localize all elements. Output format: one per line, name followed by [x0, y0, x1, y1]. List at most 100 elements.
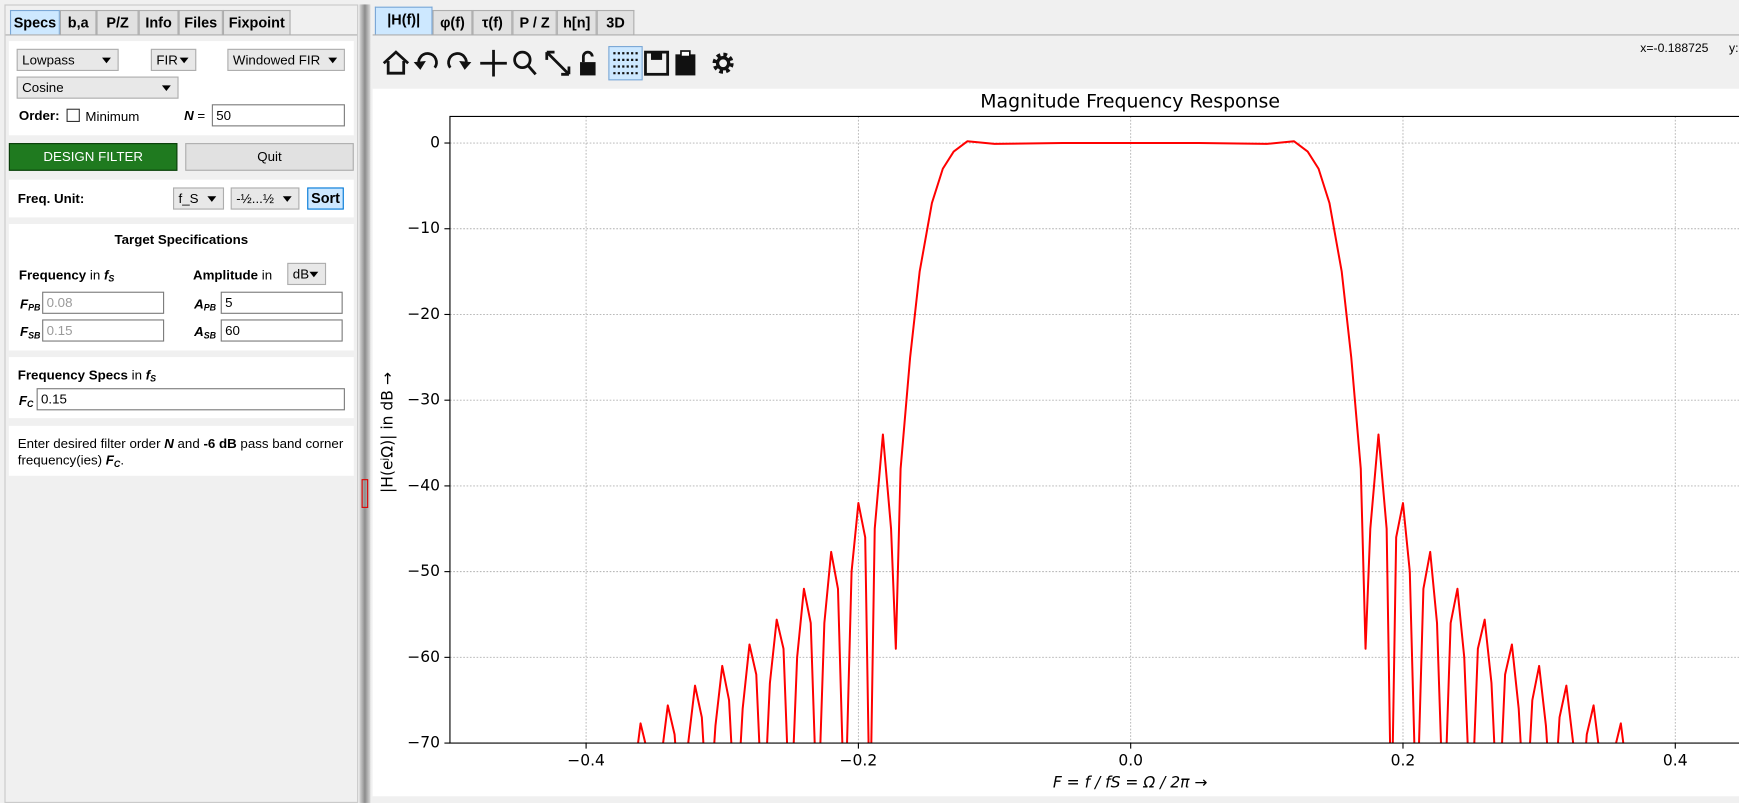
combo[interactable]: Lowpass	[16, 48, 119, 71]
tab[interactable]: b,a	[59, 9, 97, 36]
label: ASB	[194, 324, 216, 341]
tab[interactable]: |H(f)|	[374, 6, 433, 36]
lock-icon[interactable]	[580, 62, 596, 76]
y-tick-label: −10	[407, 219, 440, 237]
text: in	[131, 367, 143, 383]
pan-icon[interactable]	[480, 49, 507, 77]
label: FSB	[20, 324, 40, 341]
y-tick-label: −20	[407, 305, 440, 323]
label: =	[197, 107, 206, 124]
text-field[interactable]: 0.08	[42, 291, 165, 314]
tab-line	[372, 34, 1739, 36]
text: SB	[203, 330, 217, 341]
text-field[interactable]: 50	[211, 104, 345, 127]
y-tick-label: 0	[430, 134, 440, 152]
info-section	[8, 425, 354, 476]
combo[interactable]: -½...½	[230, 187, 300, 210]
text: F	[105, 452, 114, 469]
forward-icon[interactable]	[447, 52, 468, 69]
back-icon[interactable]	[417, 52, 438, 69]
text: f	[145, 367, 151, 383]
toolbar	[382, 46, 734, 81]
combo[interactable]: dB	[287, 262, 327, 286]
x-axis-label: F = f / fS = Ω / 2π →	[1053, 773, 1208, 791]
text: A	[194, 296, 204, 312]
text: PB	[28, 302, 41, 313]
chart-title: Magnitude Frequency Response	[980, 92, 1280, 113]
button[interactable]: Quit	[185, 143, 354, 171]
cursor-y: y:	[1729, 42, 1739, 56]
checkbox[interactable]	[66, 108, 80, 122]
label: Minimum	[85, 108, 140, 125]
tab[interactable]: P / Z	[512, 9, 557, 36]
text: Enter desired filter order	[17, 435, 165, 452]
x-tick-label: −0.4	[567, 751, 605, 769]
text-field[interactable]: 0.15	[36, 388, 345, 411]
tab[interactable]: Specs	[9, 9, 60, 36]
x-tick-label: 0.4	[1663, 751, 1688, 769]
text: F	[19, 323, 29, 340]
x-tick-label: 0.2	[1391, 751, 1416, 769]
label: Freq. Unit:	[17, 190, 85, 207]
zoom-icon[interactable]	[513, 50, 532, 70]
tab[interactable]: τ(f)	[472, 9, 513, 36]
tab[interactable]: 3D	[596, 9, 635, 36]
plot-frame	[449, 115, 1739, 744]
text: S	[150, 373, 157, 384]
tab[interactable]: Fixpoint	[222, 9, 291, 36]
combo[interactable]: f_S	[173, 187, 225, 210]
y-tick-label: −30	[407, 391, 440, 409]
text-field[interactable]: 60	[220, 319, 343, 342]
button[interactable]: Sort	[307, 187, 344, 210]
combo[interactable]: FIR	[150, 48, 197, 71]
combo[interactable]: Windowed FIR	[227, 48, 345, 71]
tab-line	[5, 34, 358, 36]
label: FC	[19, 393, 34, 410]
text-field[interactable]: 5	[220, 291, 343, 314]
save-icon[interactable]	[644, 50, 670, 76]
y-axis-label: |H(eʲΩ)| in dB →	[379, 372, 397, 493]
home-icon[interactable]	[382, 50, 410, 75]
settings-icon[interactable]	[712, 52, 734, 74]
heading: Frequency Specs in fS	[18, 367, 156, 384]
text: pass band corner frequency(ies)	[17, 435, 344, 469]
fullscreen-icon[interactable]	[545, 50, 571, 76]
label: FPB	[20, 296, 40, 313]
text: and	[173, 435, 204, 452]
text-field[interactable]: 0.15	[42, 319, 165, 342]
cursor-x: x=-0.188725	[1640, 42, 1709, 56]
tab[interactable]: Info	[138, 9, 179, 36]
text: Frequency Specs	[17, 367, 128, 383]
button[interactable]: DESIGN FILTER	[8, 143, 178, 171]
text: Frequency	[18, 267, 87, 283]
text: S	[108, 273, 115, 284]
combo[interactable]: Cosine	[16, 76, 179, 99]
text: Amplitude	[192, 267, 259, 283]
label: N	[184, 107, 194, 124]
text: F	[18, 392, 27, 409]
y-tick-label: −70	[407, 734, 440, 752]
text: .	[120, 452, 125, 469]
text: A	[194, 323, 204, 340]
y-tick-label: −50	[407, 562, 440, 580]
tab[interactable]: P/Z	[96, 9, 139, 36]
clipboard-icon[interactable]	[675, 54, 696, 76]
tab[interactable]: Files	[178, 9, 223, 36]
text: N	[164, 435, 174, 452]
plot-canvas	[372, 88, 1739, 797]
text: in	[89, 267, 101, 283]
splitter-handle[interactable]	[361, 479, 369, 508]
tab[interactable]: h[n]	[556, 9, 597, 36]
x-tick-label: 0.0	[1118, 751, 1143, 769]
text: SB	[28, 330, 41, 341]
text: C	[26, 399, 34, 410]
splitter[interactable]	[359, 4, 371, 803]
heading: Amplitude in	[193, 267, 272, 283]
tab[interactable]: φ(f)	[432, 9, 473, 36]
text: F	[19, 296, 29, 312]
label: APB	[194, 296, 216, 313]
text: PB	[203, 302, 217, 313]
text: -6 dB	[203, 435, 237, 452]
